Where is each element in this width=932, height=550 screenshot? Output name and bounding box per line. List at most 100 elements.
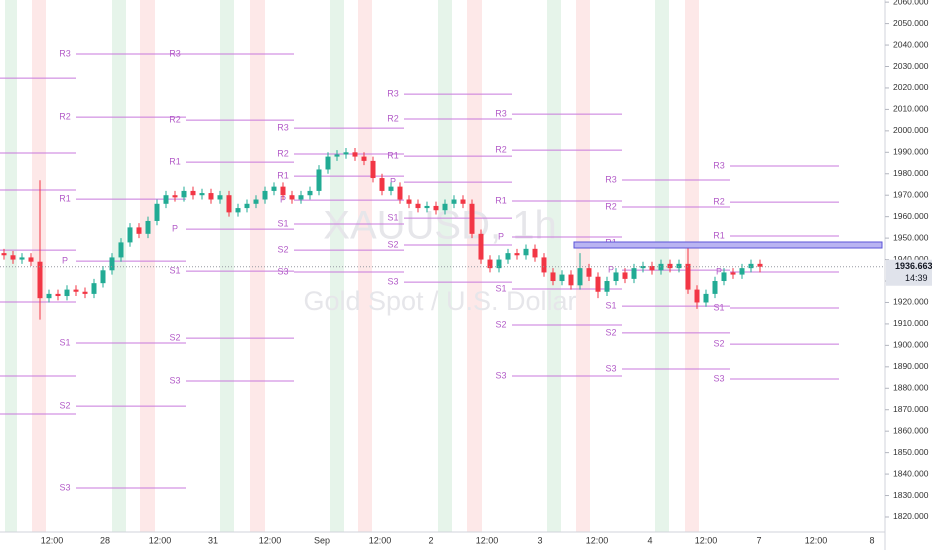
candle-body	[505, 253, 511, 260]
drawn-rectangle[interactable]	[573, 241, 883, 249]
session-band	[685, 0, 699, 532]
candle-body	[289, 195, 295, 200]
pivot-label: S2	[713, 338, 724, 348]
candle-body	[46, 293, 52, 299]
x-tick-label: 12:00	[259, 535, 282, 545]
candle-body	[442, 203, 448, 211]
y-tick-label: 1920.000	[893, 297, 929, 307]
candle-body	[649, 266, 655, 271]
candle-body	[343, 152, 349, 155]
x-tick-label: 2	[428, 535, 433, 545]
pivot-label: R2	[605, 201, 617, 211]
y-tick-label: 1890.000	[893, 361, 929, 371]
x-tick-label: 12:00	[41, 535, 64, 545]
pivot-label: S1	[713, 302, 724, 312]
candle-body	[235, 208, 241, 213]
y-tick-label: 2000.000	[893, 125, 929, 135]
pivot-label: P	[390, 176, 396, 186]
session-band	[330, 0, 344, 532]
candle-body	[370, 160, 376, 179]
pivot-label: P	[498, 231, 504, 241]
session-band	[250, 0, 265, 532]
candle-body	[37, 261, 43, 299]
pivot-label: S1	[495, 283, 506, 293]
plot: R3 R2 R1 P S1 S2 S3 R3 R2 R1 P S1 S2 S3 R3 R2 R1 P S1 S2 S3 R…	[0, 48, 885, 492]
y-tick-label: 1940.000	[893, 254, 929, 264]
candle-body	[469, 203, 475, 234]
candle-body	[379, 178, 385, 191]
candle-body	[64, 289, 70, 297]
candle-body	[388, 186, 394, 191]
axes: 1820.000 1830.000 1840.000 1850.000 1860.000…	[41, 0, 932, 545]
candle-body	[757, 263, 763, 267]
candle-body	[226, 195, 232, 213]
pivot-label: R1	[387, 151, 399, 161]
session-band	[438, 0, 452, 532]
candle-body	[208, 193, 214, 200]
pivot-label: R2	[495, 145, 507, 155]
candle-body	[1, 253, 7, 256]
pivot-label: S3	[713, 373, 724, 383]
y-tick-label: 1860.000	[893, 425, 929, 435]
x-tick-label: 12:00	[476, 535, 499, 545]
candle-body	[712, 281, 718, 294]
candle-body	[631, 268, 637, 279]
pivot-label: S2	[277, 245, 288, 255]
y-tick-label: 2050.000	[893, 18, 929, 28]
pivot-label: R3	[495, 108, 507, 118]
candle-body	[685, 263, 691, 290]
candle-body	[316, 169, 322, 191]
y-tick-label: 1850.000	[893, 447, 929, 457]
session-band	[5, 0, 17, 532]
candle-body	[199, 193, 205, 196]
candle-body	[181, 190, 187, 198]
y-tick-label: 1820.000	[893, 511, 929, 521]
pivot-label: R3	[277, 122, 289, 132]
pivot-label: R1	[169, 157, 181, 167]
pivot-label: S3	[169, 375, 180, 385]
pivot-label: R2	[277, 148, 289, 158]
x-tick-label: 12:00	[695, 535, 718, 545]
candle-body	[514, 253, 520, 256]
candle-body	[739, 268, 745, 275]
candle-body	[361, 156, 367, 161]
session-bands	[5, 0, 699, 532]
candle-body	[676, 263, 682, 269]
y-tick-label: 2060.000	[893, 0, 929, 6]
candle-body	[667, 263, 673, 269]
x-tick-label: 12:00	[369, 535, 392, 545]
y-tick-label: 1950.000	[893, 232, 929, 242]
x-tick-label: 7	[756, 535, 761, 545]
pivot-label: R3	[169, 48, 181, 58]
x-tick-label: 3	[537, 535, 542, 545]
candle-body	[604, 281, 610, 292]
candle-body	[73, 289, 79, 292]
y-tick-label: 1900.000	[893, 340, 929, 350]
pivot-label: S3	[277, 266, 288, 276]
x-tick-label: 31	[208, 535, 218, 545]
candle-body	[397, 186, 403, 200]
candle-body	[568, 274, 574, 286]
candle-body	[127, 227, 133, 243]
candle-body	[109, 257, 115, 271]
candle-body	[550, 272, 556, 282]
x-tick-label: 12:00	[149, 535, 172, 545]
candle-body	[325, 156, 331, 170]
pivot-label: S1	[605, 300, 616, 310]
pivot-label: S2	[169, 332, 180, 342]
pivot-label: S3	[605, 363, 616, 373]
candle-body	[613, 272, 619, 282]
candle-body	[280, 186, 286, 196]
candle-body	[190, 190, 196, 196]
candle-body	[478, 233, 484, 260]
candle-body	[595, 276, 601, 292]
x-tick-label: 12:00	[805, 535, 828, 545]
y-tick-label: 1870.000	[893, 404, 929, 414]
pivot-label: R2	[59, 112, 71, 122]
y-tick-label: 1970.000	[893, 189, 929, 199]
session-band	[467, 0, 482, 532]
candle-body	[487, 259, 493, 269]
candle-body	[334, 154, 340, 157]
candle-body	[541, 257, 547, 273]
